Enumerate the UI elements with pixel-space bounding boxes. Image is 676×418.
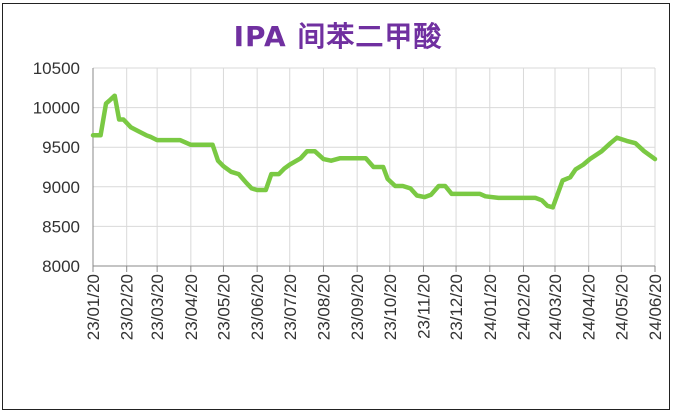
x-tick-label: 23/08/20 <box>314 274 333 340</box>
y-tick-label: 8500 <box>42 217 80 236</box>
x-tick-label: 23/11/20 <box>414 274 433 339</box>
chart-frame <box>2 3 670 410</box>
series-line <box>90 93 658 210</box>
x-tick-label: 23/10/20 <box>381 274 400 340</box>
chart-title: IPA 间苯二甲酸 <box>233 20 443 53</box>
x-tick-label: 23/04/20 <box>182 274 201 340</box>
x-tick-label: 23/05/20 <box>214 274 233 340</box>
x-tick-label: 23/09/20 <box>348 274 367 340</box>
x-tick-label: 23/02/20 <box>118 274 137 340</box>
x-tick-label: 24/06/20 <box>646 274 665 340</box>
x-tick-label: 23/06/20 <box>248 274 267 340</box>
y-tick-label: 8000 <box>42 257 80 276</box>
x-tick-label: 23/07/20 <box>281 274 300 340</box>
x-tick-label: 24/04/20 <box>580 274 599 340</box>
x-tick-label: 23/01/20 <box>84 274 103 340</box>
y-tick-label: 9000 <box>42 178 80 197</box>
x-tick-label: 24/05/20 <box>612 274 631 340</box>
y-tick-label: 10000 <box>33 99 80 118</box>
x-tick-label: 24/03/20 <box>546 274 565 340</box>
y-tick-label: 10500 <box>33 59 80 78</box>
x-tick-label: 23/12/20 <box>447 274 466 340</box>
x-tick-label: 24/02/20 <box>514 274 533 340</box>
y-tick-label: 9500 <box>42 138 80 157</box>
x-tick-label: 24/01/20 <box>481 274 500 340</box>
x-tick-label: 23/03/20 <box>148 274 167 340</box>
